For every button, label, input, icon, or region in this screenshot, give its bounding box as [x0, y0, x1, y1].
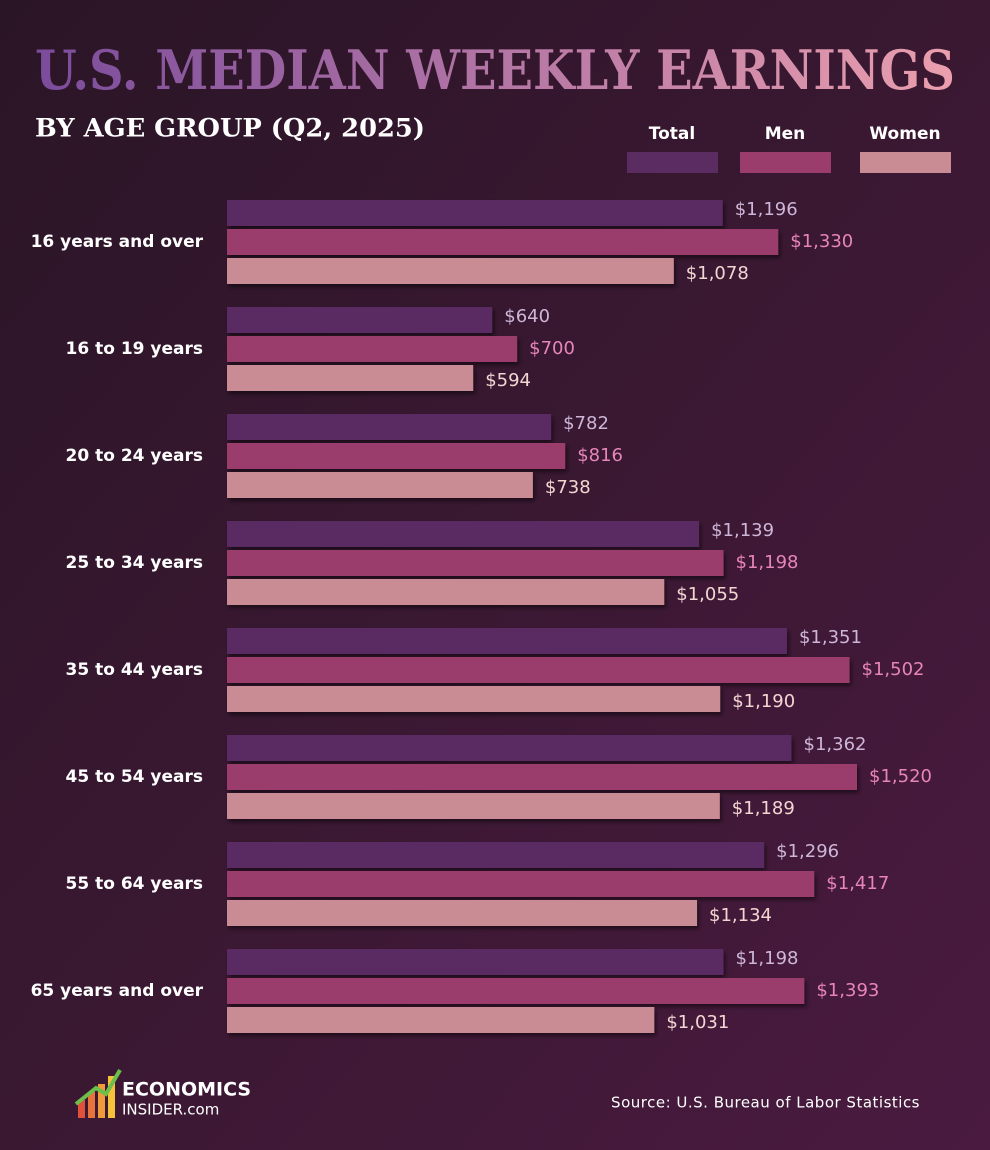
value-label: $1,078 — [686, 263, 749, 284]
legend-swatch — [740, 152, 831, 173]
legend-label: Women — [869, 124, 940, 144]
bar — [227, 657, 850, 683]
bar — [227, 550, 724, 576]
bar — [227, 443, 566, 469]
bar — [227, 521, 700, 547]
value-label: $1,190 — [732, 691, 795, 712]
value-label: $594 — [485, 370, 531, 391]
bar — [227, 414, 552, 440]
bar — [227, 793, 720, 819]
bar — [227, 1007, 655, 1033]
bar — [227, 900, 698, 926]
value-label: $1,330 — [790, 231, 853, 252]
value-label: $1,198 — [736, 948, 799, 969]
bar — [227, 365, 474, 391]
bar — [227, 200, 723, 226]
value-label: $1,417 — [826, 873, 889, 894]
bar — [227, 307, 493, 333]
bar — [227, 764, 857, 790]
category-label: 20 to 24 years — [66, 446, 203, 466]
legend-label: Men — [765, 124, 806, 144]
category-label: 16 years and over — [31, 232, 204, 252]
value-label: $640 — [504, 306, 550, 327]
chart-title: U.S. MEDIAN WEEKLY EARNINGS — [35, 38, 955, 102]
category-label: 35 to 44 years — [66, 660, 203, 680]
bar — [227, 579, 665, 605]
category-label: 16 to 19 years — [66, 339, 203, 359]
bar — [227, 686, 721, 712]
value-label: $1,502 — [862, 659, 925, 680]
logo-icon — [74, 1068, 122, 1118]
value-label: $1,520 — [869, 766, 932, 787]
bar — [227, 229, 779, 255]
brand-name: ECONOMICS — [122, 1079, 251, 1101]
category-label: 25 to 34 years — [66, 553, 203, 573]
bar — [227, 472, 533, 498]
value-label: $1,351 — [799, 627, 862, 648]
value-label: $1,393 — [816, 980, 879, 1001]
value-label: $1,189 — [732, 798, 795, 819]
bar — [227, 258, 674, 284]
bar — [227, 978, 805, 1004]
value-label: $1,198 — [736, 552, 799, 573]
category-label: 55 to 64 years — [66, 874, 203, 894]
brand-domain: INSIDER.com — [122, 1101, 219, 1119]
value-label: $700 — [529, 338, 575, 359]
legend-label: Total — [649, 124, 695, 144]
bar — [227, 336, 518, 362]
chart-subtitle: BY AGE GROUP (Q2, 2025) — [35, 114, 425, 143]
bar — [227, 871, 815, 897]
bar — [227, 628, 787, 654]
value-label: $782 — [563, 413, 609, 434]
value-label: $1,139 — [711, 520, 774, 541]
value-label: $1,134 — [709, 905, 772, 926]
value-label: $816 — [577, 445, 623, 466]
value-label: $1,196 — [735, 199, 798, 220]
value-label: $1,055 — [676, 584, 739, 605]
value-label: $1,362 — [804, 734, 867, 755]
category-label: 65 years and over — [31, 981, 204, 1001]
legend-swatch — [627, 152, 718, 173]
bar — [227, 949, 724, 975]
category-label: 45 to 54 years — [66, 767, 203, 787]
legend-swatch — [860, 152, 951, 173]
bar — [227, 842, 765, 868]
bar — [227, 735, 792, 761]
value-label: $738 — [545, 477, 591, 498]
value-label: $1,296 — [776, 841, 839, 862]
source-note: Source: U.S. Bureau of Labor Statistics — [611, 1094, 920, 1112]
value-label: $1,031 — [666, 1012, 729, 1033]
